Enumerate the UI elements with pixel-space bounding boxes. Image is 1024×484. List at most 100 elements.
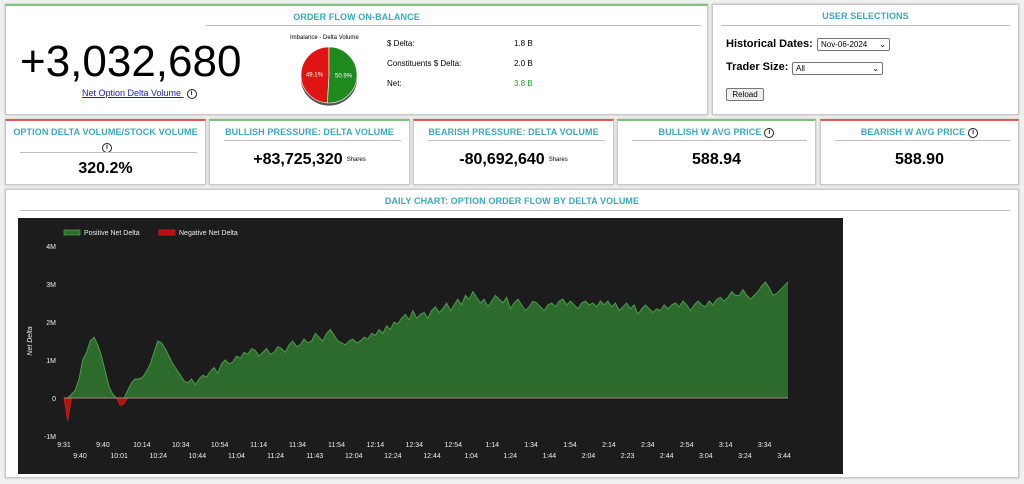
card-title: BEARISH W AVG PRICE i <box>821 127 1018 138</box>
card-value: 588.90 <box>895 151 944 168</box>
trader-size-value: All <box>796 64 805 73</box>
pie-title: Imbalance - Delta Volume <box>290 35 359 41</box>
card-value: 320.2% <box>78 160 133 177</box>
card-title: OPTION DELTA VOLUME/STOCK VOLUME <box>13 127 198 137</box>
net-option-delta-volume-link-label[interactable]: Net Option Delta Volume <box>82 88 182 98</box>
card-title: BULLISH PRESSURE: DELTA VOLUME <box>225 127 394 137</box>
x-tick-label: 12:34 <box>406 442 424 449</box>
net-option-delta-volume-link[interactable]: Net Option Delta Volume i <box>82 88 197 99</box>
x-tick-label: 1:54 <box>563 442 577 449</box>
card-option-delta-volume-ratio: OPTION DELTA VOLUME/STOCK VOLUME i 320.2… <box>5 119 206 185</box>
historical-dates-select[interactable]: Nov-06-2024 ⌄ <box>817 38 890 51</box>
x-tick-label: 10:44 <box>189 453 207 460</box>
x-tick-label: 11:54 <box>328 442 345 449</box>
legend-label-0: Positive Net Delta <box>84 230 140 237</box>
x-tick-label: 12:24 <box>384 453 402 460</box>
card-divider <box>835 140 1010 141</box>
net-option-delta-volume-value: +3,032,680 <box>20 37 242 86</box>
x-tick-label: 11:34 <box>289 442 306 449</box>
daily-chart-divider <box>20 210 1010 211</box>
y-tick-label: 0 <box>52 396 56 403</box>
x-tick-label: 2:54 <box>680 442 694 449</box>
order-flow-panel: ORDER FLOW ON-BALANCE +3,032,680 Net Opt… <box>5 4 708 115</box>
x-tick-label: 2:14 <box>602 442 616 449</box>
x-tick-label: 3:34 <box>758 442 772 449</box>
card-title: BEARISH PRESSURE: DELTA VOLUME <box>428 127 599 137</box>
x-tick-label: 12:54 <box>444 442 462 449</box>
user-selections-divider <box>721 25 1010 26</box>
trader-size-select[interactable]: All ⌄ <box>792 62 883 75</box>
y-tick-label: 4M <box>46 244 56 251</box>
x-tick-label: 10:01 <box>110 453 128 460</box>
user-selections-panel: USER SELECTIONS Historical Dates: Nov-06… <box>712 4 1019 115</box>
imbalance-pie-chart: 49.1% 50.9% <box>300 46 358 106</box>
stat-value-net: 3.8 B <box>514 79 533 88</box>
card-value: -80,692,640 <box>459 151 545 168</box>
daily-chart-title: DAILY CHART: OPTION ORDER FLOW BY DELTA … <box>384 196 640 206</box>
trader-size-label: Trader Size: <box>726 61 789 73</box>
y-tick-label: 3M <box>46 282 56 289</box>
card-value-row: -80,692,640 Shares <box>414 151 613 169</box>
legend-swatch-0 <box>63 229 81 236</box>
info-icon[interactable]: i <box>186 88 197 99</box>
x-tick-label: 3:24 <box>738 453 752 460</box>
x-tick-label: 10:14 <box>133 442 151 449</box>
x-tick-label: 11:43 <box>306 453 323 460</box>
card-bullish-pressure: BULLISH PRESSURE: DELTA VOLUME +83,725,3… <box>209 119 410 185</box>
card-value: 588.94 <box>692 151 741 168</box>
x-tick-label: 10:24 <box>149 453 167 460</box>
pie-slice-1 <box>327 46 358 104</box>
x-tick-label: 9:31 <box>57 442 71 449</box>
legend-label-1: Negative Net Delta <box>179 230 238 237</box>
x-tick-label: 10:54 <box>211 442 229 449</box>
pie-slice-label-0: 49.1% <box>306 73 324 79</box>
x-tick-label: 3:14 <box>719 442 733 449</box>
stat-label: Constituents $ Delta: <box>387 59 462 68</box>
x-tick-label: 1:34 <box>524 442 538 449</box>
x-tick-label: 3:44 <box>777 453 791 460</box>
info-icon[interactable]: i <box>764 127 775 138</box>
x-tick-label: 9:40 <box>96 442 110 449</box>
card-divider <box>428 140 605 141</box>
x-tick-label: 10:34 <box>172 442 190 449</box>
y-tick-label: -1M <box>44 434 56 441</box>
stat-label: Net: <box>387 79 402 88</box>
card-divider <box>20 152 197 153</box>
x-tick-label: 9:40 <box>73 453 87 460</box>
x-tick-label: 1:04 <box>464 453 478 460</box>
x-tick-label: 12:14 <box>367 442 385 449</box>
pie-slice-label-1: 50.9% <box>335 73 353 79</box>
x-tick-label: 2:34 <box>641 442 655 449</box>
x-tick-label: 11:04 <box>228 453 245 460</box>
historical-dates-label: Historical Dates: <box>726 38 813 50</box>
x-tick-label: 12:44 <box>423 453 441 460</box>
x-tick-label: 11:14 <box>250 442 267 449</box>
info-icon[interactable]: i <box>968 127 979 138</box>
x-tick-label: 11:24 <box>267 453 284 460</box>
card-value-row: +83,725,320 Shares <box>210 151 409 169</box>
x-tick-label: 1:14 <box>485 442 499 449</box>
card-divider <box>632 140 807 141</box>
y-axis-label: Net Delta <box>27 326 34 355</box>
stat-label: $ Delta: <box>387 39 415 48</box>
y-tick-label: 2M <box>46 320 56 327</box>
series-positive-net-delta-area <box>64 282 788 398</box>
chevron-down-icon: ⌄ <box>872 64 879 73</box>
series-negative-net-delta-area <box>63 397 788 421</box>
reload-button[interactable]: Reload <box>726 88 764 101</box>
x-tick-label: 2:44 <box>660 453 674 460</box>
order-flow-title: ORDER FLOW ON-BALANCE <box>293 12 420 22</box>
card-value: +83,725,320 <box>253 151 343 168</box>
card-bullish-w-avg-price: BULLISH W AVG PRICE i 588.94 <box>617 119 816 185</box>
card-title: BULLISH W AVG PRICE i <box>618 127 815 138</box>
card-unit: Shares <box>548 156 568 163</box>
card-divider <box>224 140 401 141</box>
order-flow-divider <box>206 25 701 26</box>
legend-swatch-1 <box>158 229 176 236</box>
historical-dates-value: Nov-06-2024 <box>821 40 868 49</box>
x-tick-label: 2:23 <box>621 453 635 460</box>
card-unit: Shares <box>346 156 366 163</box>
series-positive-net-delta-line <box>64 281 789 399</box>
y-tick-label: 1M <box>46 358 56 365</box>
